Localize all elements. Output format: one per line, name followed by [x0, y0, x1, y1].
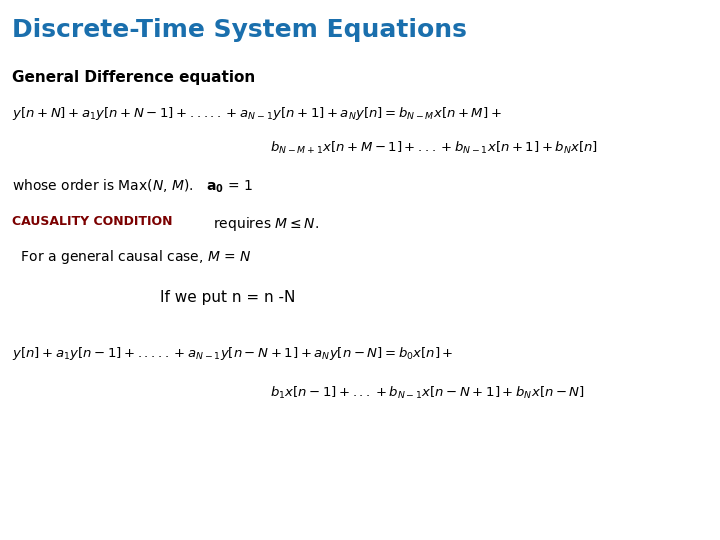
Text: $y\left[n+N\right]+a_{1}y\left[n+N-1\right]+.....+a_{N-1}y\left[n+1\right]+a_{N}: $y\left[n+N\right]+a_{1}y\left[n+N-1\rig… [12, 105, 502, 122]
Text: CAUSALITY CONDITION: CAUSALITY CONDITION [12, 215, 173, 228]
Text: If we put n = n -N: If we put n = n -N [160, 290, 295, 305]
Text: General Difference equation: General Difference equation [12, 70, 256, 85]
Text: whose order is Max($N$, $M$).   $\mathbf{a_0}$ = 1: whose order is Max($N$, $M$). $\mathbf{a… [12, 178, 253, 195]
Text: requires $M \leq N.$: requires $M \leq N.$ [200, 215, 319, 233]
Text: $b_{1}x\left[n-1\right]+...+b_{N-1}x\left[n-N+1\right]+b_{N}x\left[n-N\right]$: $b_{1}x\left[n-1\right]+...+b_{N-1}x\lef… [270, 385, 585, 401]
Text: $b_{N-M+1}x\left[n+M-1\right]+...+b_{N-1}x\left[n+1\right]+b_{N}x\left[n\right]$: $b_{N-M+1}x\left[n+M-1\right]+...+b_{N-1… [270, 140, 598, 156]
Text: Discrete-Time System Equations: Discrete-Time System Equations [12, 18, 467, 42]
Text: For a general causal case, $M$ = $N$: For a general causal case, $M$ = $N$ [12, 248, 251, 266]
Text: $y\left[n\right]+a_{1}y\left[n-1\right]+.....+a_{N-1}y\left[n-N+1\right]+a_{N}y\: $y\left[n\right]+a_{1}y\left[n-1\right]+… [12, 345, 454, 362]
